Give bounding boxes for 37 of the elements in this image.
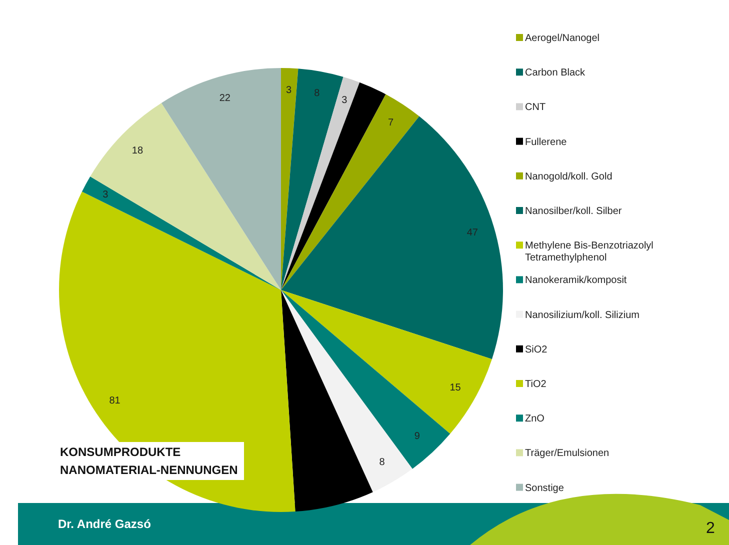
data-label: 47 <box>466 227 478 238</box>
legend-label: Nanogold/koll. Gold <box>525 171 612 182</box>
legend-label: TiO2 <box>525 378 547 390</box>
pie-slice <box>281 290 412 492</box>
pie-slice <box>281 290 373 512</box>
text: 2 <box>706 520 715 537</box>
text: KONSUMPRODUKTE NANOMATERIAL-NENNUNGEN <box>60 445 238 477</box>
legend-label: CNT <box>525 102 546 113</box>
legend-label: Sonstige <box>525 482 564 494</box>
data-label: 22 <box>219 92 231 104</box>
pie-slice <box>281 82 386 290</box>
pie-slice <box>281 76 360 290</box>
data-label: 3 <box>286 84 292 96</box>
data-label: 8 <box>314 88 320 100</box>
legend-label: Aerogel/Nanogel <box>525 32 600 44</box>
legend-label: Nanosilber/koll. Silber <box>525 206 622 217</box>
legend-label: Nanosilizium/koll. Silizium <box>525 309 640 320</box>
legend-label: Fullerene <box>525 136 568 148</box>
legend-label: Carbon Black <box>525 67 586 78</box>
data-label: 8 <box>379 457 386 468</box>
data-label: 3 <box>102 189 109 200</box>
pie-slice <box>90 102 281 290</box>
legend-label: Träger/Emulsionen <box>525 448 610 459</box>
legend-label: SiO2 <box>525 344 548 356</box>
data-label: 9 <box>414 430 420 442</box>
text: Dr. André Gazsó <box>58 517 151 531</box>
data-label: 3 <box>342 95 348 106</box>
data-label: 18 <box>132 146 144 157</box>
legend-label: Methylene Bis-Benzotriazolyl Tetramethylphenol <box>525 240 654 264</box>
data-label: 7 <box>388 118 394 129</box>
pie-slice <box>82 176 281 290</box>
data-label: 15 <box>450 382 462 394</box>
pie-slice <box>161 68 281 290</box>
legend-label: ZnO <box>525 413 545 424</box>
legend-label: Nanokeramik/komposit <box>525 274 627 286</box>
pie-slice <box>281 290 450 469</box>
data-label: 81 <box>109 396 121 407</box>
